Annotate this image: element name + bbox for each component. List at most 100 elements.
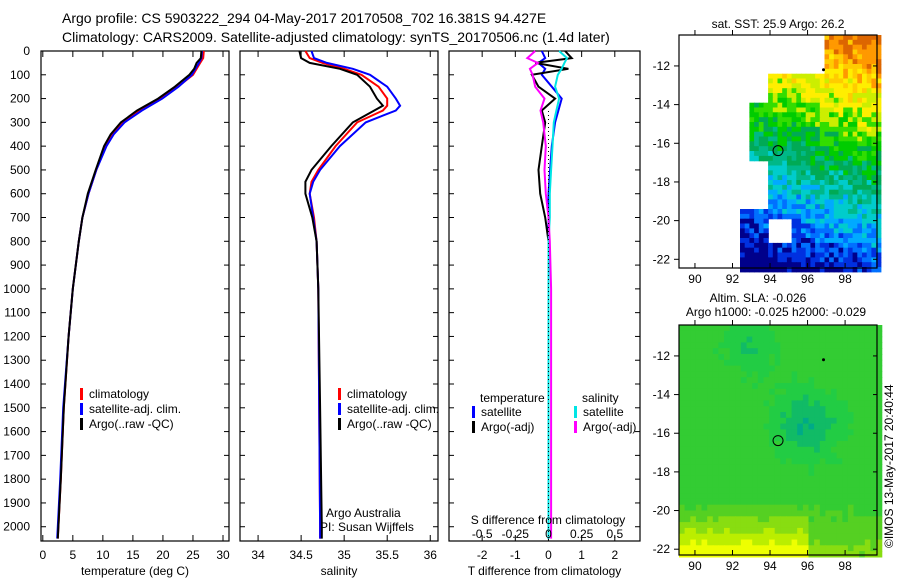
map-cell bbox=[746, 412, 753, 419]
map-cell bbox=[746, 417, 753, 425]
map-cell bbox=[833, 228, 840, 234]
map-cell bbox=[838, 155, 844, 162]
map-cell bbox=[718, 446, 725, 454]
map-cell bbox=[825, 383, 832, 390]
map-cell bbox=[831, 551, 838, 558]
map-cell bbox=[814, 458, 821, 465]
map-cell bbox=[824, 107, 830, 113]
map-cell bbox=[763, 504, 770, 512]
map-cell bbox=[774, 441, 781, 448]
map-cell bbox=[774, 423, 781, 430]
map-cell bbox=[842, 446, 849, 454]
map-cell bbox=[843, 184, 849, 191]
map-cell bbox=[836, 498, 843, 506]
map-cell bbox=[838, 175, 844, 181]
map-cell bbox=[782, 141, 788, 147]
y-tick-label: 1800 bbox=[3, 472, 30, 486]
map-cell bbox=[847, 429, 855, 436]
map-cell bbox=[876, 475, 883, 483]
map-cell bbox=[758, 238, 765, 244]
map-cell bbox=[791, 122, 797, 128]
map-cell bbox=[777, 126, 783, 133]
map-cell bbox=[768, 194, 774, 200]
map-cell bbox=[729, 377, 736, 384]
map-cell bbox=[791, 527, 798, 535]
map-cell bbox=[752, 487, 759, 494]
map-cell bbox=[829, 165, 835, 171]
map-cell bbox=[796, 180, 802, 186]
map-cell bbox=[724, 371, 731, 378]
map-cell bbox=[707, 417, 714, 425]
map-cell bbox=[769, 464, 776, 471]
map-cell bbox=[829, 209, 835, 215]
map-cell bbox=[791, 475, 798, 483]
map-cell bbox=[782, 247, 788, 254]
map-cell bbox=[757, 412, 764, 419]
map-cell bbox=[763, 354, 770, 361]
map-cell bbox=[684, 383, 691, 390]
map-cell bbox=[679, 354, 686, 361]
map-cell bbox=[796, 233, 802, 239]
map-cell bbox=[797, 510, 804, 517]
map-cell bbox=[842, 423, 849, 430]
map-cell bbox=[796, 242, 802, 249]
map-cell bbox=[866, 267, 872, 273]
map-cell bbox=[852, 175, 858, 181]
map-cell bbox=[814, 539, 821, 546]
map-cell bbox=[870, 342, 877, 349]
map-cell bbox=[862, 141, 868, 147]
map-cell bbox=[802, 498, 810, 506]
map-cell bbox=[707, 470, 714, 477]
map-cell bbox=[791, 73, 797, 80]
map-cell bbox=[825, 400, 832, 407]
map-cell bbox=[833, 122, 840, 128]
map-cell bbox=[797, 388, 804, 396]
map-cell bbox=[791, 412, 798, 419]
map-cell bbox=[824, 204, 830, 210]
map-cell bbox=[808, 487, 815, 494]
map-cell bbox=[763, 383, 770, 390]
map-cell bbox=[735, 441, 742, 448]
map-cell bbox=[782, 213, 788, 220]
map-cell bbox=[786, 487, 793, 494]
map-cell bbox=[833, 88, 840, 94]
map-cell bbox=[774, 452, 781, 459]
map-cell bbox=[740, 533, 748, 541]
map-cell bbox=[712, 388, 719, 396]
map-cell bbox=[810, 151, 816, 157]
map-cell bbox=[791, 365, 798, 372]
map-cell bbox=[847, 204, 854, 210]
map-cell bbox=[876, 122, 882, 128]
map-cell bbox=[740, 510, 748, 517]
map-cell bbox=[831, 371, 838, 378]
map-cell bbox=[801, 223, 807, 229]
argo-float-marker bbox=[772, 435, 784, 447]
map-cell bbox=[859, 441, 866, 448]
map-cell bbox=[824, 39, 830, 46]
map-cell bbox=[853, 394, 860, 401]
map-cell bbox=[825, 464, 832, 471]
map-cell bbox=[718, 330, 725, 338]
map-cell bbox=[757, 498, 764, 506]
map-cell bbox=[843, 180, 849, 186]
map-cell bbox=[780, 359, 787, 367]
map-cell bbox=[815, 252, 821, 258]
map-cell bbox=[829, 238, 835, 244]
map-cell bbox=[843, 223, 849, 229]
map-cell bbox=[757, 470, 764, 477]
map-cell bbox=[791, 141, 797, 147]
map-cell bbox=[814, 354, 821, 361]
map-cell bbox=[679, 359, 686, 367]
map-cell bbox=[824, 257, 830, 263]
map-cell bbox=[718, 551, 725, 558]
map-cell bbox=[814, 330, 821, 338]
map-cell bbox=[842, 342, 849, 349]
map-cell bbox=[871, 252, 877, 258]
map-cell bbox=[842, 435, 849, 442]
map-cell bbox=[876, 78, 882, 84]
map-cell bbox=[684, 325, 691, 332]
map-cell bbox=[853, 464, 860, 471]
map-cell bbox=[769, 417, 776, 425]
map-cell bbox=[695, 464, 703, 471]
map-cell bbox=[782, 112, 788, 118]
